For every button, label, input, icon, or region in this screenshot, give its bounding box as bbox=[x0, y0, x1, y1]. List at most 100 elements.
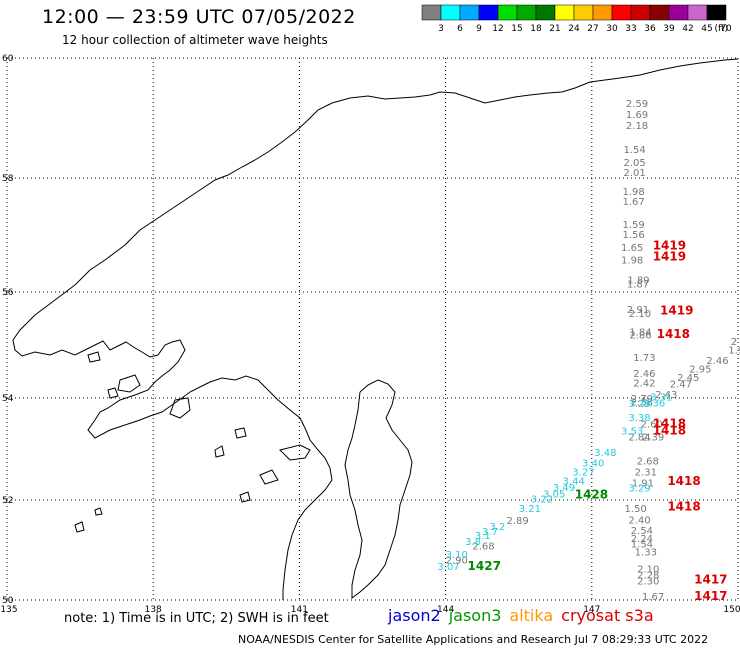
legend-swatch bbox=[706, 4, 727, 21]
wave-height-label: 2.18 bbox=[626, 121, 648, 132]
legend-label: 12 bbox=[492, 24, 503, 34]
wave-height-label: 3.21 bbox=[519, 504, 541, 515]
wave-height-label: 3.07 bbox=[437, 562, 459, 573]
satellite-name: jason3 bbox=[448, 606, 502, 625]
wave-height-label: 2.01 bbox=[623, 168, 645, 179]
legend-label: 15 bbox=[511, 24, 522, 34]
coastline-small-islands bbox=[74, 427, 251, 533]
pass-id-label: 1419 bbox=[653, 238, 686, 252]
coastline-sakhalin bbox=[344, 379, 413, 599]
pass-id-label: 1417 bbox=[694, 573, 727, 587]
wave-height-label: 2.86 bbox=[629, 331, 651, 342]
wave-height-label: 2.60 bbox=[641, 420, 663, 431]
wave-height-label: 1.33 bbox=[635, 548, 657, 559]
wave-height-label: 3.44 bbox=[563, 477, 585, 488]
wave-height-label: 3.38 bbox=[628, 413, 650, 424]
legend-label: 30 bbox=[606, 24, 618, 34]
wave-height-label: 2.42 bbox=[633, 378, 655, 389]
wave-height-label: 1.67 bbox=[642, 592, 664, 603]
legend-label: 6 bbox=[457, 24, 463, 34]
wave-height-label: 2.10 bbox=[637, 565, 659, 576]
wave-height-label: 3.22 bbox=[531, 495, 553, 506]
longitude-tick-label: 135 bbox=[0, 605, 17, 615]
legend-label: 70 bbox=[720, 24, 732, 34]
wave-height-label: 2.46 bbox=[633, 369, 655, 380]
wave-height-label: 1.56 bbox=[623, 230, 645, 241]
satellite-name: cryosat s3a bbox=[561, 606, 654, 625]
legend-label: 24 bbox=[568, 24, 580, 34]
wave-height-label: 2.95 bbox=[689, 365, 711, 376]
wave-height-label: 1.50 bbox=[624, 504, 646, 515]
legend-label: 39 bbox=[663, 24, 675, 34]
pass-id-label: 1419 bbox=[660, 303, 693, 317]
wave-height-label: 1.69 bbox=[626, 110, 648, 121]
wave-height-label: 2.05 bbox=[623, 158, 645, 169]
wave-height-label: 3.1 bbox=[475, 531, 491, 542]
wave-height-label: 2.31 bbox=[635, 468, 657, 479]
coastline-okhotsk-north bbox=[12, 58, 739, 341]
wave-height-label: 2.54 bbox=[631, 526, 653, 537]
wave-height-label: 2.89 bbox=[507, 516, 529, 527]
wave-height-label: 1.54 bbox=[631, 540, 653, 551]
wave-height-label: 2.59 bbox=[626, 99, 648, 110]
wave-height-label: 1.67 bbox=[623, 197, 645, 208]
legend-unit: (ft) bbox=[714, 24, 728, 34]
pass-id-label: 1418 bbox=[667, 474, 700, 488]
wave-height-label: 1.65 bbox=[621, 243, 643, 254]
page-subtitle: 12 hour collection of altimeter wave hei… bbox=[62, 33, 328, 47]
wave-height-label: 3.48 bbox=[594, 448, 616, 459]
longitude-tick-label: 141 bbox=[291, 605, 308, 615]
latitude-tick-label: 52 bbox=[2, 496, 13, 506]
wave-height-label: 1.73 bbox=[633, 353, 655, 364]
wave-height-label: 1.84 bbox=[629, 327, 651, 338]
legend-label: 36 bbox=[644, 24, 656, 34]
pass-id-label: 1428 bbox=[575, 487, 608, 501]
wave-height-label: 3.29 bbox=[628, 483, 650, 494]
wave-height-label: 2.84 bbox=[628, 432, 650, 443]
wave-height-label: 3.49 bbox=[553, 483, 575, 494]
legend-label: 3 bbox=[438, 24, 444, 34]
wave-height-label: 3.40 bbox=[582, 458, 604, 469]
wave-height-label: 2.45 bbox=[677, 373, 699, 384]
wave-height-label: 2.90 bbox=[446, 556, 468, 567]
latitude-tick-label: 50 bbox=[2, 596, 14, 606]
wave-height-label: 3.29 bbox=[628, 399, 650, 410]
legend-label: 9 bbox=[476, 24, 482, 34]
wave-height-label: 2.79 bbox=[631, 394, 653, 405]
wave-height-label: 2.43 bbox=[655, 390, 677, 401]
satellite-name: jason2 bbox=[388, 606, 441, 625]
page-title: 12:00 — 23:59 UTC 07/05/2022 bbox=[42, 6, 356, 28]
wave-height-label: 1.59 bbox=[623, 220, 645, 231]
pass-id-label: 1418 bbox=[653, 424, 686, 438]
pass-id-label: 1419 bbox=[653, 250, 686, 264]
wave-height-label: 2.68 bbox=[637, 456, 659, 467]
legend-label: 27 bbox=[587, 24, 598, 34]
wave-height-label: 1.98 bbox=[621, 256, 643, 267]
wave-height-label: 2.46 bbox=[706, 356, 728, 367]
wave-height-label: 2.91 bbox=[627, 305, 649, 316]
wave-height-label: 2.68 bbox=[472, 542, 494, 553]
legend-label: 33 bbox=[625, 24, 636, 34]
observations: 2.591.692.181.542.052.011.981.671.591.56… bbox=[437, 99, 740, 603]
latitude-tick-label: 60 bbox=[2, 54, 14, 64]
coastline-amur-estuary bbox=[259, 444, 311, 485]
wave-height-label: 2.24 bbox=[631, 534, 653, 545]
axis-ticks: 135 138 141 144 147 150 60 58 56 54 52 50 bbox=[0, 54, 740, 615]
wave-height-label: 1.98 bbox=[623, 187, 645, 198]
longitude-tick-label: 144 bbox=[437, 605, 454, 615]
note-text: note: 1) Time is in UTC; 2) SWH is in fe… bbox=[64, 611, 329, 626]
wave-height-label: 3.8 bbox=[465, 537, 481, 548]
wave-height-label: 3.27 bbox=[572, 468, 594, 479]
wave-height-label: 3.53 bbox=[621, 427, 643, 438]
wave-height-label: 3.7 bbox=[482, 527, 498, 538]
coastline-shantar-islands bbox=[87, 351, 191, 419]
wave-height-label: 2.47 bbox=[670, 379, 692, 390]
wave-height-label: 2.39 bbox=[642, 432, 664, 443]
footer-credit: NOAA/NESDIS Center for Satellite Applica… bbox=[238, 633, 709, 646]
wave-height-label: 2.30 bbox=[637, 577, 659, 588]
pass-id-label: 1418 bbox=[667, 500, 700, 514]
wave-height-label: 2.58 bbox=[631, 398, 653, 409]
pass-id-label: 1417 bbox=[694, 589, 727, 603]
wave-height-label: 1.91 bbox=[632, 479, 654, 490]
